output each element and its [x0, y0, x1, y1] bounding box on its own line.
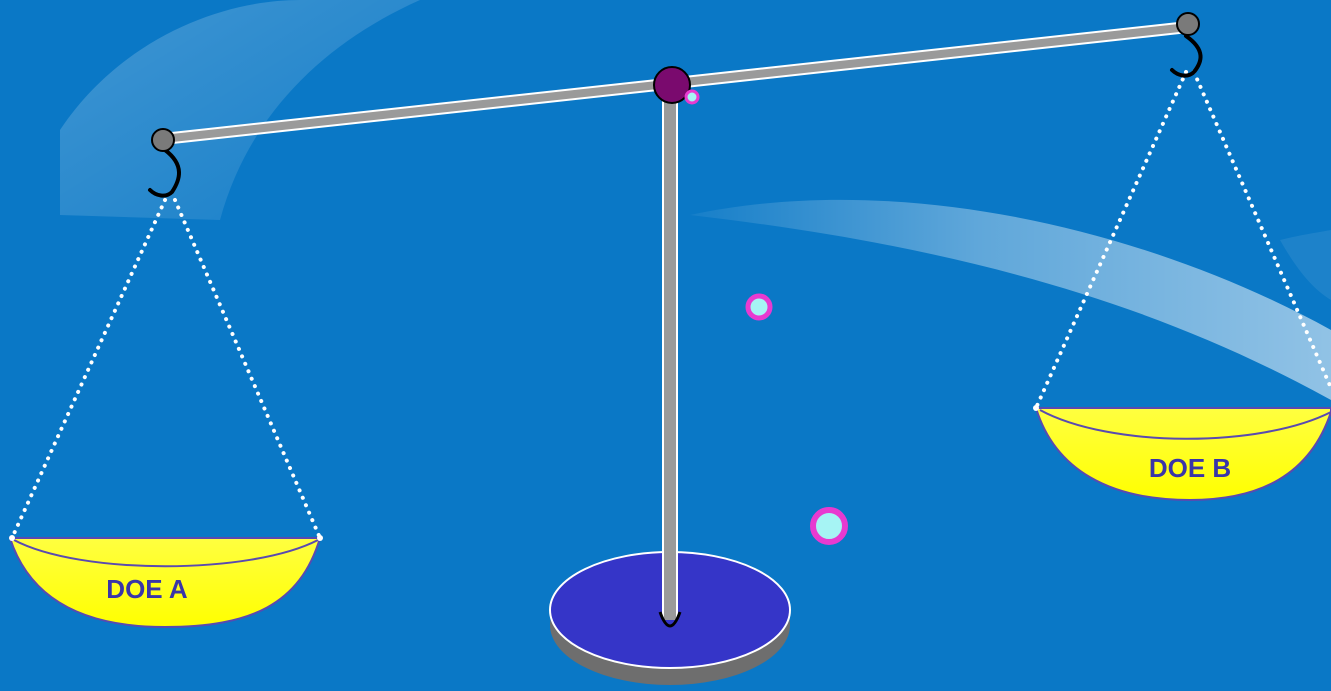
bubble-icon	[745, 293, 773, 321]
left-chains	[10, 198, 322, 540]
bubble-icon	[810, 507, 848, 545]
pan-label-right: DOE B	[1149, 453, 1231, 483]
pivot-icon	[653, 66, 691, 104]
bubble-icon	[684, 89, 700, 105]
background-swoosh-left	[60, 0, 420, 220]
right-pan: DOE B	[1033, 405, 1331, 502]
hook-icon	[1170, 34, 1203, 78]
scale-post	[658, 90, 682, 628]
background-swoosh-right	[690, 199, 1331, 400]
pan-label-left: DOE A	[106, 574, 188, 604]
right-chains	[1034, 70, 1331, 410]
hook-icon	[148, 148, 181, 198]
left-pan: DOE A	[8, 535, 323, 629]
